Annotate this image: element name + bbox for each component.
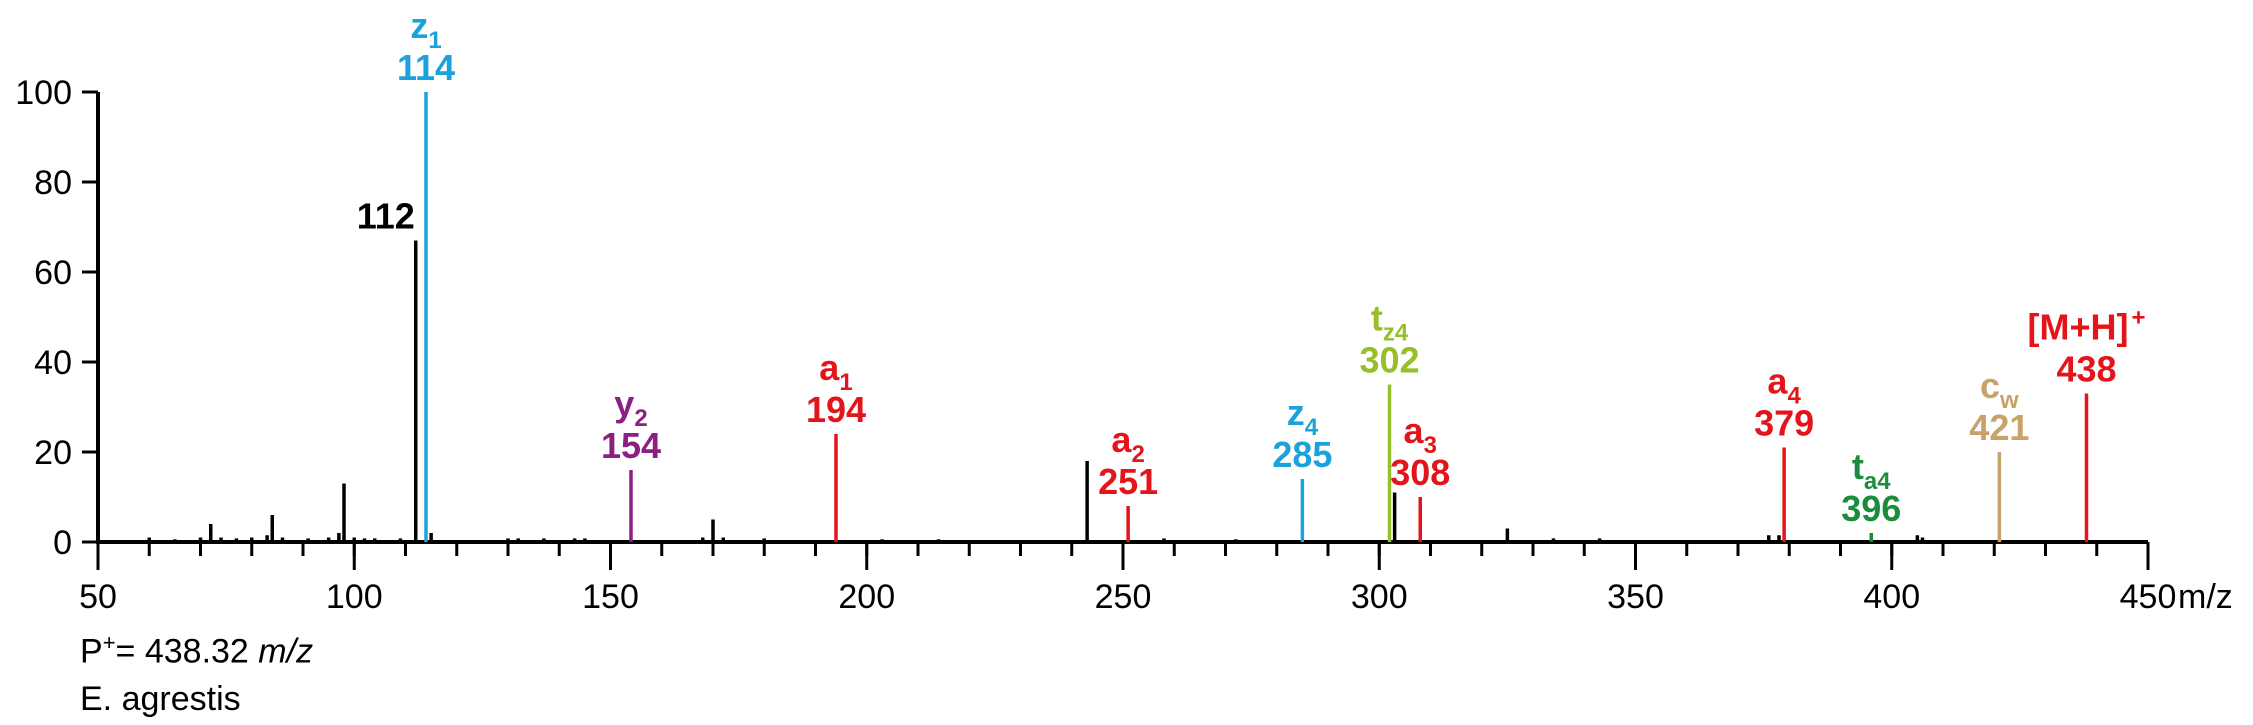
peak-ion-label: a1 xyxy=(819,347,852,396)
y-tick-label: 40 xyxy=(34,344,72,382)
peak-value-label: 285 xyxy=(1272,434,1332,475)
peak-ion-label: [M+H] + xyxy=(2027,305,2145,348)
y-tick-label: 100 xyxy=(15,74,72,112)
peak-value-label: 114 xyxy=(397,47,455,88)
peak-value-label: 112 xyxy=(357,196,415,237)
peak-ion-label: cw xyxy=(1980,365,2019,414)
x-tick-label: 250 xyxy=(1095,578,1152,616)
peak-value-label: 379 xyxy=(1754,403,1814,444)
x-tick-label: 450 xyxy=(2120,578,2177,616)
x-unit-label: m/z xyxy=(2178,578,2233,616)
y-tick-label: 20 xyxy=(34,434,72,472)
precursor-prefix: P xyxy=(80,632,103,671)
peak-ion-label: y2 xyxy=(614,383,647,432)
precursor-unit: m/z xyxy=(258,632,314,671)
peak-ion-label: a3 xyxy=(1404,410,1437,459)
precursor-value: = 438.32 xyxy=(115,632,259,671)
peak-ion-label: tz4 xyxy=(1371,298,1409,347)
x-tick-label: 400 xyxy=(1863,578,1920,616)
peak-value-label: 194 xyxy=(806,389,866,430)
peak-value-label: 421 xyxy=(1969,407,2029,448)
y-tick-label: 80 xyxy=(34,164,72,202)
peak-value-label: 308 xyxy=(1390,452,1450,493)
precursor-charge: + xyxy=(102,630,116,655)
peak-ion-label: ta4 xyxy=(1852,446,1891,495)
minor-peaks xyxy=(147,461,1925,542)
y-tick-label: 60 xyxy=(34,254,72,292)
peak-ion-label: a2 xyxy=(1111,419,1144,468)
peak-value-label: 154 xyxy=(601,425,661,466)
x-tick-label: 200 xyxy=(838,578,895,616)
peak-value-label: 251 xyxy=(1098,461,1158,502)
x-tick-label: 50 xyxy=(79,578,117,616)
peak-value-label: 438 xyxy=(2056,349,2116,390)
peak-value-label: 396 xyxy=(1841,488,1901,529)
x-tick-label: 300 xyxy=(1351,578,1408,616)
species-label: E. agrestis xyxy=(80,680,241,718)
precursor-mass-label: P+= 438.32 m/z xyxy=(80,630,313,671)
x-tick-label: 150 xyxy=(582,578,639,616)
peak-ion-label: z1 xyxy=(410,5,441,54)
axes: 50 100 150 200 250 300 350 400 450 m/z 0 20 40 60 80 10… xyxy=(15,74,2233,616)
y-tick-label: 0 xyxy=(53,524,72,562)
peak-ion-label: a4 xyxy=(1767,361,1801,410)
x-tick-label: 100 xyxy=(326,578,383,616)
peak-value-label: 302 xyxy=(1359,340,1419,381)
x-tick-label: 350 xyxy=(1607,578,1664,616)
peak-ion-label: z4 xyxy=(1287,392,1319,441)
